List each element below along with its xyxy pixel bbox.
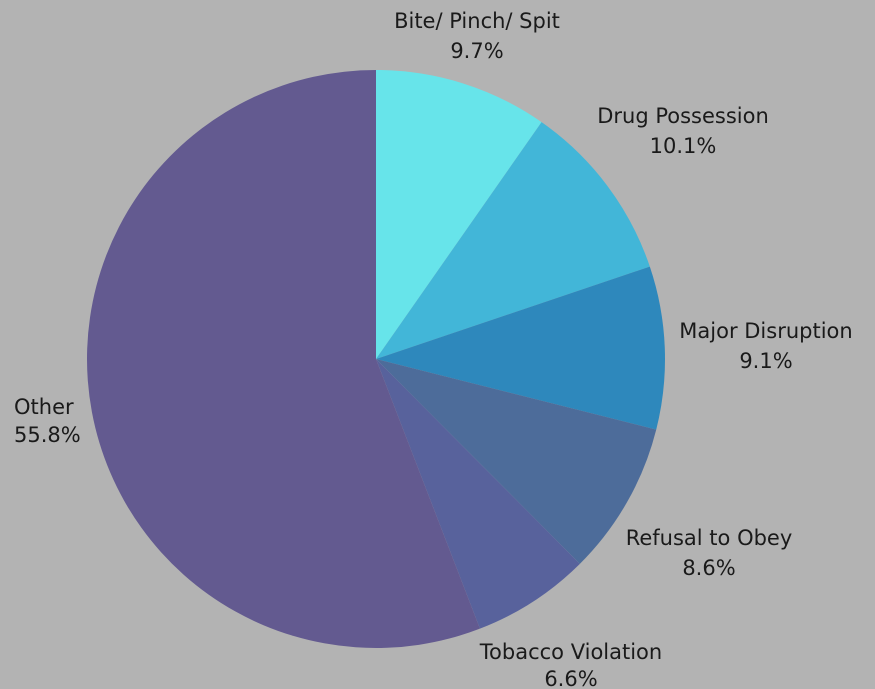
pie-slice-major-disruption [376,266,666,430]
pie-slice-bite-pinch-spit [376,70,542,359]
pie-labels: Bite/ Pinch/ Spit 9.7% Drug Possession 1… [14,9,853,689]
pie-slice-other [87,70,480,648]
slice-label-major-disruption: Major Disruption [679,319,852,343]
slice-value-major-disruption: 9.1% [739,349,792,373]
slice-label-bite-pinch-spit: Bite/ Pinch/ Spit [394,9,560,33]
pie-slice-tobacco-violation [376,359,580,629]
slice-value-bite-pinch-spit: 9.7% [450,39,503,63]
slice-label-refusal-to-obey: Refusal to Obey [626,526,793,550]
slice-label-drug-possession: Drug Possession [597,104,769,128]
slice-label-tobacco-violation: Tobacco Violation [479,640,662,664]
pie-slices [87,70,666,648]
slice-value-tobacco-violation: 6.6% [544,667,597,689]
slice-value-other: 55.8% [14,423,81,447]
slice-value-refusal-to-obey: 8.6% [682,556,735,580]
pie-slice-refusal-to-obey [376,359,657,564]
slice-value-drug-possession: 10.1% [650,134,717,158]
slice-label-other: Other [14,395,74,419]
pie-slice-drug-possession [376,122,650,359]
